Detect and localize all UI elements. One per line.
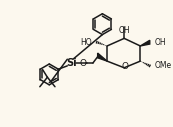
Polygon shape	[98, 53, 107, 61]
Text: OH: OH	[154, 38, 166, 47]
Polygon shape	[140, 40, 150, 46]
Text: OH: OH	[118, 26, 130, 35]
Text: O: O	[122, 62, 129, 71]
Text: HO: HO	[80, 38, 92, 47]
Text: Si: Si	[66, 58, 76, 68]
Text: O: O	[80, 59, 87, 68]
Text: OMe: OMe	[154, 61, 172, 70]
